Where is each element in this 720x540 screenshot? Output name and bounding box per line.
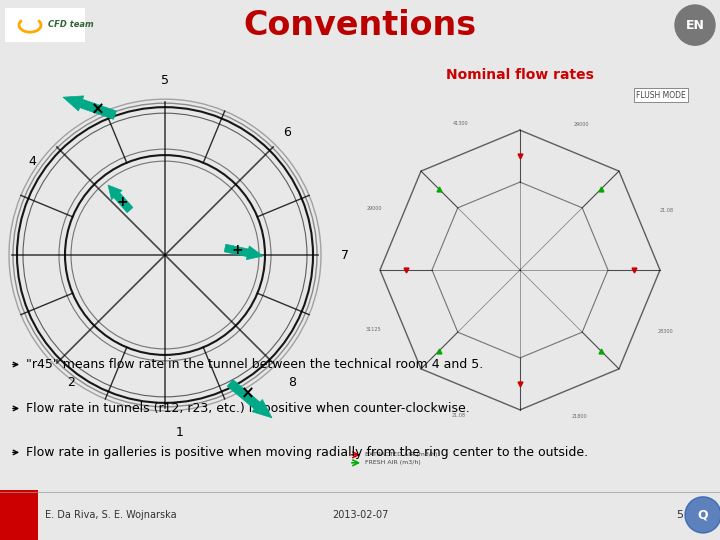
Text: 21.08: 21.08 bbox=[660, 208, 673, 213]
Text: Flow rate in tunnels (r12, r23, etc.) is positive when counter-clockwise.: Flow rate in tunnels (r12, r23, etc.) is… bbox=[26, 402, 469, 415]
Text: ×: × bbox=[91, 100, 105, 118]
Text: 29000: 29000 bbox=[366, 206, 382, 211]
Polygon shape bbox=[108, 185, 133, 213]
Text: 5: 5 bbox=[161, 73, 169, 87]
Text: 28300: 28300 bbox=[657, 329, 673, 334]
Text: EXTRACTED AIR (m3/h): EXTRACTED AIR (m3/h) bbox=[365, 453, 437, 457]
Text: ×: × bbox=[241, 384, 255, 402]
Text: +: + bbox=[231, 243, 243, 257]
Polygon shape bbox=[224, 244, 263, 260]
Text: 31125: 31125 bbox=[366, 327, 382, 332]
Text: 41300: 41300 bbox=[453, 121, 469, 126]
Text: 2: 2 bbox=[68, 376, 76, 389]
Text: Flow rate in galleries is positive when moving radially from the ring center to : Flow rate in galleries is positive when … bbox=[26, 446, 588, 459]
Polygon shape bbox=[63, 96, 117, 119]
Text: 21.08: 21.08 bbox=[451, 413, 465, 418]
Text: Nominal flow rates: Nominal flow rates bbox=[446, 68, 594, 82]
Text: FRESH AIR (m3/h): FRESH AIR (m3/h) bbox=[365, 460, 420, 465]
Text: 1: 1 bbox=[176, 427, 184, 440]
Polygon shape bbox=[228, 380, 272, 418]
Text: 6: 6 bbox=[284, 126, 292, 139]
Circle shape bbox=[685, 497, 720, 533]
FancyBboxPatch shape bbox=[0, 490, 38, 540]
Text: Q: Q bbox=[698, 508, 708, 522]
Text: 5: 5 bbox=[677, 510, 683, 520]
Text: 4: 4 bbox=[29, 155, 37, 168]
Text: 7: 7 bbox=[341, 248, 349, 261]
Text: CFD team: CFD team bbox=[48, 19, 94, 29]
Text: +: + bbox=[116, 195, 128, 209]
Text: 2013-02-07: 2013-02-07 bbox=[332, 510, 388, 520]
Text: 8: 8 bbox=[289, 376, 297, 389]
Text: Conventions: Conventions bbox=[243, 9, 477, 42]
Text: EN: EN bbox=[685, 18, 704, 32]
Text: 29000: 29000 bbox=[574, 122, 590, 127]
Text: E. Da Riva, S. E. Wojnarska: E. Da Riva, S. E. Wojnarska bbox=[45, 510, 176, 520]
Text: "r45" means flow rate in the tunnel between the technical room 4 and 5.: "r45" means flow rate in the tunnel betw… bbox=[26, 358, 483, 371]
FancyBboxPatch shape bbox=[5, 8, 85, 42]
Text: 21800: 21800 bbox=[572, 414, 587, 419]
Circle shape bbox=[675, 5, 715, 45]
Text: FLUSH MODE: FLUSH MODE bbox=[636, 91, 686, 100]
